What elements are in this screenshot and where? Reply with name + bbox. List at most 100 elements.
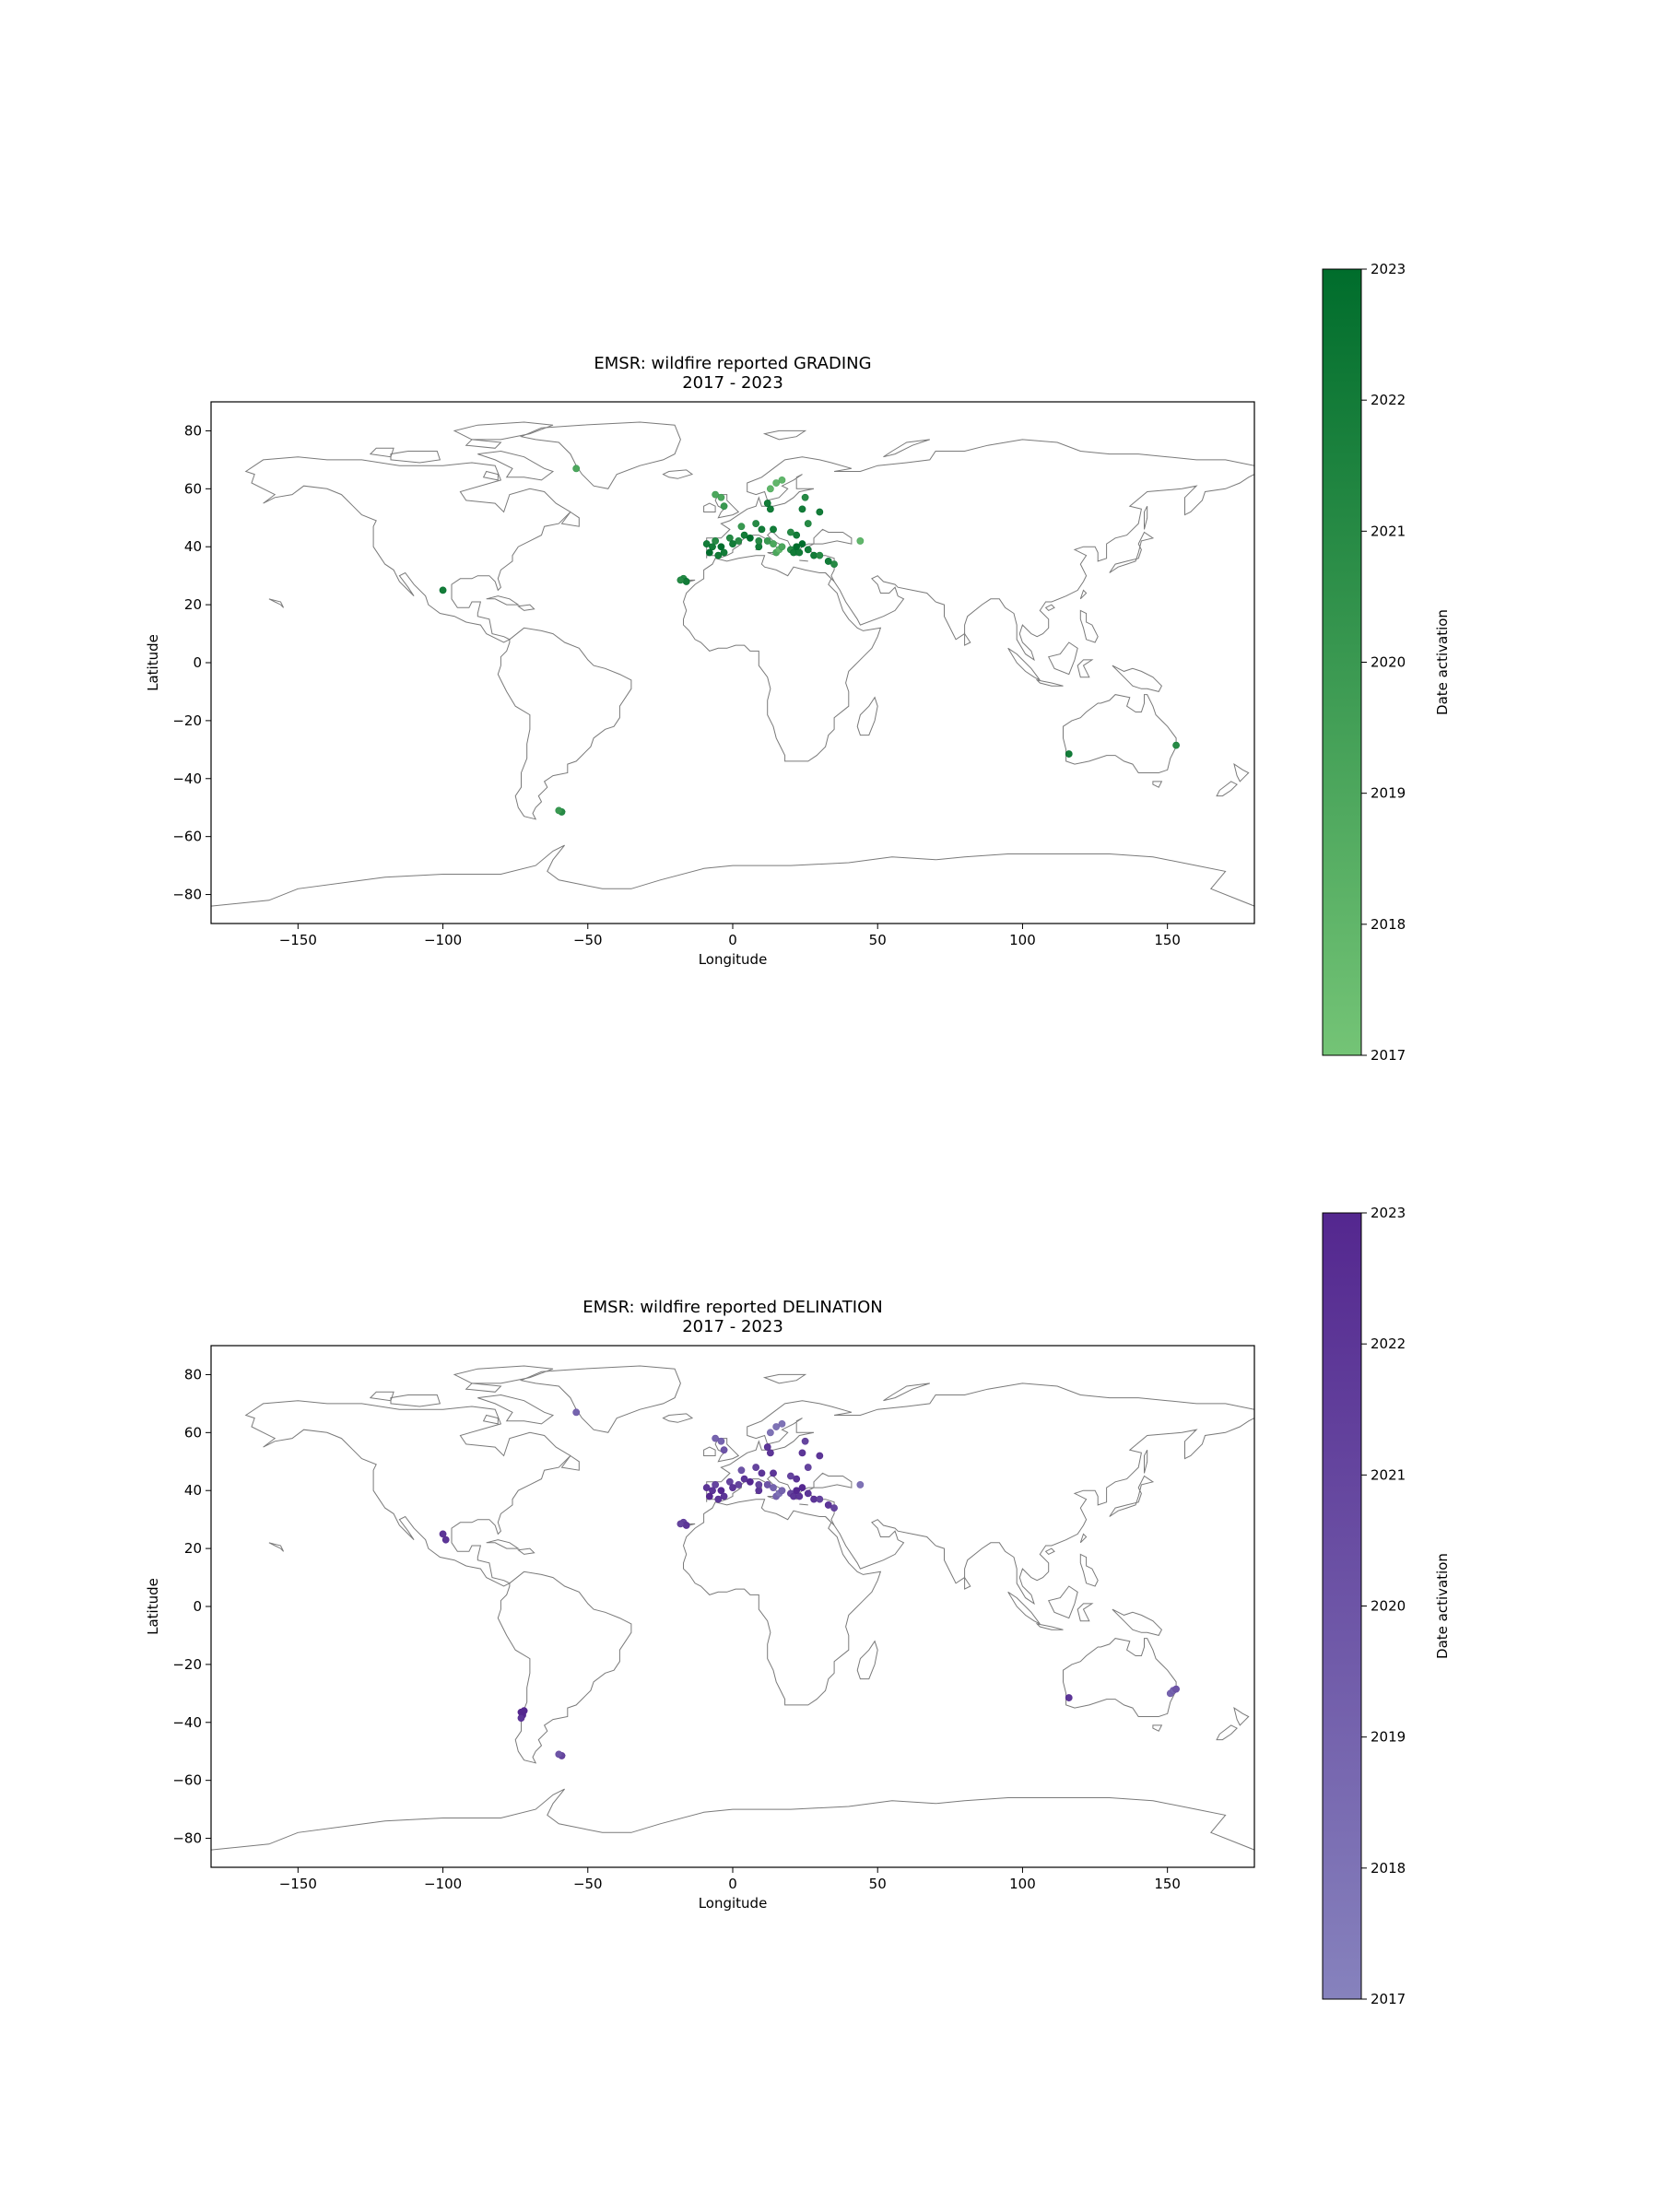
data-point (778, 543, 786, 551)
data-point (709, 1487, 716, 1495)
coastline-new-zealand-north (1233, 762, 1250, 782)
data-point (763, 500, 771, 507)
data-point (824, 1501, 832, 1509)
coastline-southampton (482, 470, 499, 481)
colorbar-tick-label: 2020 (1371, 1598, 1406, 1615)
data-point (709, 543, 716, 551)
data-point (729, 540, 736, 547)
colorbar-tick-label: 2017 (1371, 1991, 1406, 2007)
coastline-taiwan (1079, 1533, 1088, 1544)
coastline-ellesmere (453, 421, 554, 441)
data-point (772, 1423, 781, 1430)
data-point (763, 1443, 771, 1451)
chart-title: EMSR: wildfire reported DELINATION (582, 1298, 882, 1317)
y-tick-label: −80 (172, 1830, 202, 1847)
x-tick-label: −150 (279, 1876, 317, 1892)
data-point (856, 537, 865, 545)
coastline-devon-island (465, 1382, 502, 1393)
data-point (729, 1484, 736, 1491)
coastline-north-america (244, 1400, 571, 1587)
data-point (763, 1481, 771, 1488)
coastline-novaya-zemlya (883, 439, 930, 458)
coastline-hainan (1044, 1547, 1055, 1556)
colorbar-tick-label: 2021 (1371, 1466, 1406, 1483)
data-point (735, 1481, 743, 1488)
data-point (555, 806, 563, 815)
coastline-new-zealand-north (1233, 1706, 1250, 1726)
y-tick-label: 60 (184, 1424, 202, 1441)
data-point (717, 543, 725, 551)
data-point (705, 548, 713, 557)
data-point (677, 1520, 685, 1528)
data-point (798, 1484, 806, 1491)
coastline-greenland (519, 1365, 681, 1433)
y-tick-label: 40 (184, 1482, 202, 1499)
data-point (793, 531, 801, 539)
colorbar-tick-label: 2018 (1371, 916, 1406, 933)
data-point (746, 1477, 754, 1486)
data-point (725, 534, 734, 542)
colorbar-tick-label: 2020 (1371, 654, 1406, 671)
data-point (766, 1429, 774, 1437)
colorbar-tick-label: 2022 (1371, 392, 1406, 408)
data-point (720, 548, 728, 557)
colorbar: 2017 2018 2019 2020 2021 2022 2023 Date activat… (1322, 261, 1451, 1064)
data-point (720, 1446, 728, 1454)
y-tick-label: −80 (172, 887, 202, 903)
colorbar-tick-label: 2018 (1371, 1860, 1406, 1877)
data-point (798, 1449, 806, 1457)
coastline-eurasia (706, 439, 1254, 662)
coastline-south-america (497, 627, 632, 820)
coastline-baffin (477, 450, 555, 481)
data-point (752, 520, 760, 527)
coastline-sri-lanka (964, 631, 971, 646)
data-point (714, 551, 723, 559)
colorbar: 2017 2018 2019 2020 2021 2022 2023 Date activat… (1322, 1205, 1451, 2007)
coastline-madagascar (856, 696, 878, 736)
data-point (717, 1487, 725, 1495)
coastline-borneo (1047, 641, 1078, 676)
y-tick-label: 20 (184, 1540, 202, 1557)
coastline-victoria-island (390, 1394, 441, 1407)
coastline-layer (211, 421, 1254, 907)
y-tick-label: 80 (184, 422, 202, 439)
coastline-antarctica (211, 844, 1254, 907)
data-point (1065, 750, 1073, 758)
colorbar-tick-label: 2017 (1371, 1047, 1406, 1064)
data-point (439, 586, 447, 594)
data-point (804, 1464, 812, 1471)
coastline-eurasia (706, 1382, 1254, 1606)
x-tick-label: −150 (279, 932, 317, 948)
coastline-victoria-island (390, 451, 441, 464)
data-point (804, 546, 812, 554)
coastline-greenland (519, 421, 681, 489)
coastline-java (1035, 679, 1064, 687)
data-point (735, 537, 743, 545)
data-point (816, 508, 824, 516)
coastline-novaya-zemlya (883, 1382, 930, 1402)
coastline-hawaii (268, 1542, 285, 1552)
coastline-tasmania (1152, 1724, 1163, 1732)
coastline-south-america (497, 1571, 632, 1764)
coastline-devon-island (465, 439, 502, 449)
coastline-crete (799, 1503, 808, 1506)
coastline-java (1035, 1623, 1064, 1630)
coastline-hawaii (268, 598, 285, 608)
coastline-newfoundland (560, 511, 580, 527)
data-point (830, 560, 838, 568)
data-point (798, 505, 806, 513)
colorbar-tick-label: 2023 (1371, 1205, 1406, 1221)
coastline-hispaniola (517, 604, 535, 611)
coastline-banks-island (369, 447, 394, 458)
data-point (725, 1477, 734, 1486)
chart-subtitle: 2017 - 2023 (682, 373, 783, 393)
y-axis-label: Latitude (145, 634, 161, 691)
data-point (758, 525, 766, 534)
coastline-philippines (1079, 1553, 1099, 1587)
coastline-taiwan (1079, 589, 1088, 600)
data-point (1172, 741, 1180, 749)
coastline-crete (799, 559, 808, 562)
data-point (830, 1504, 838, 1512)
